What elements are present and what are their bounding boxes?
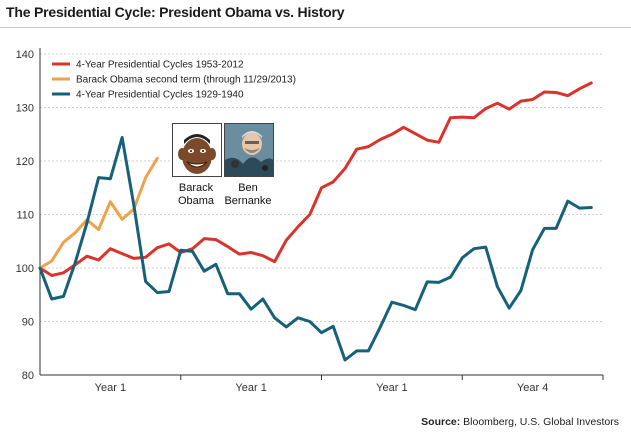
y-tick-label-80: 80 [22, 370, 34, 382]
ben-bernanke-caricature-icon [224, 123, 274, 177]
bernanke-caption: Ben Bernanke [213, 182, 283, 208]
series-line-1 [38, 81, 593, 277]
y-axis: 80 90 100 110 120 130 140 [16, 48, 41, 382]
y-tick-label-140: 140 [16, 49, 34, 61]
y-tick-label-120: 120 [16, 156, 34, 168]
legend: 4-Year Presidential Cycles 1953-2012 Bara… [52, 60, 296, 101]
series-lines [38, 81, 593, 362]
barack-obama-caricature-icon [172, 123, 222, 177]
series-line-2 [38, 156, 159, 270]
y-tick-label-130: 130 [16, 103, 34, 115]
y-tick-label-110: 110 [16, 210, 34, 222]
y-tick-label-90: 90 [22, 317, 34, 329]
obama-caption-line1: Barack [178, 182, 214, 194]
chart-title: The Presidential Cycle: President Obama … [6, 4, 345, 20]
x-tick-label-1: Year 1 [95, 382, 126, 394]
x-tick-label-3: Year 1 [376, 382, 407, 394]
obama-caption-line2: Obama [177, 195, 215, 207]
source-text: Bloomberg, U.S. Global Investors [463, 416, 619, 428]
x-tick-label-2: Year 1 [235, 382, 266, 394]
title-divider [0, 27, 631, 28]
x-tick-label-4: Year 4 [517, 382, 548, 394]
series-line-3 [38, 136, 593, 362]
bernanke-caption-line2: Bernanke [224, 195, 272, 207]
legend-label-2: Barack Obama second term (through 11/29/… [76, 75, 296, 86]
y-tick-label-100: 100 [16, 263, 34, 275]
legend-label-3: 4-Year Presidential Cycles 1929-1940 [76, 90, 244, 101]
legend-label-1: 4-Year Presidential Cycles 1953-2012 [76, 60, 244, 71]
bernanke-caption-line1: Ben [238, 182, 258, 194]
source-note: Source: Bloomberg, U.S. Global Investors [421, 416, 619, 428]
source-label: Source: [421, 416, 461, 428]
obama-caption: Barack Obama [161, 182, 231, 208]
x-axis: Year 1 Year 1 Year 1 Year 4 [40, 374, 604, 394]
